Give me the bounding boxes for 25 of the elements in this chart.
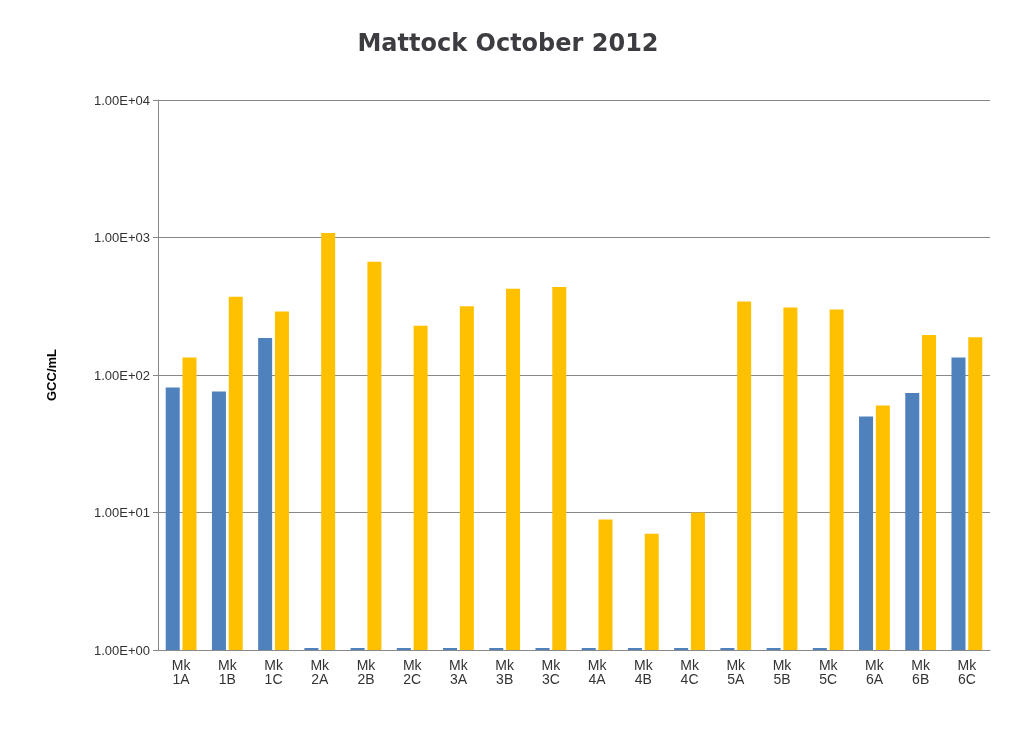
y-tick-label: 1.00E+01 (93, 505, 150, 520)
x-tick-label: Mk 4A (587, 657, 608, 687)
x-tick-label: Mk 5B (772, 657, 793, 687)
x-tick-label: Mk 1C (264, 657, 284, 687)
x-tick-label: Mk 1A (171, 657, 192, 687)
x-tick-label: Mk 2B (356, 657, 377, 687)
y-tick-label: 1.00E+00 (93, 642, 150, 658)
x-tick-label: Mk 6B (911, 657, 931, 687)
x-tick-label: Mk 4B (634, 657, 654, 687)
y-tick-label: 1.00E+03 (93, 230, 150, 245)
x-tick-label: Mk 3C (541, 657, 562, 687)
y-tick-label: 1.00E+04 (93, 92, 150, 108)
x-tick-label: Mk 3A (449, 657, 469, 687)
x-tick-label: Mk 5C (818, 657, 839, 687)
chart-title: Mattock October 2012 (357, 29, 659, 57)
x-tick-label: Mk 5A (726, 657, 747, 687)
x-tick-label: Mk 6A (865, 657, 885, 687)
x-tick-label: Mk 2A (310, 657, 331, 687)
x-tick-label: Mk 6C (957, 657, 978, 687)
x-tick-label: Mk 3B (495, 657, 515, 687)
y-tick-label: 1.00E+02 (93, 367, 150, 383)
x-tick-label: Mk 1B (218, 657, 238, 687)
y-axis-title: GCC/mL (44, 348, 59, 401)
x-tick-label: Mk 4C (680, 657, 700, 687)
x-tick-label: Mk 2C (402, 657, 423, 687)
